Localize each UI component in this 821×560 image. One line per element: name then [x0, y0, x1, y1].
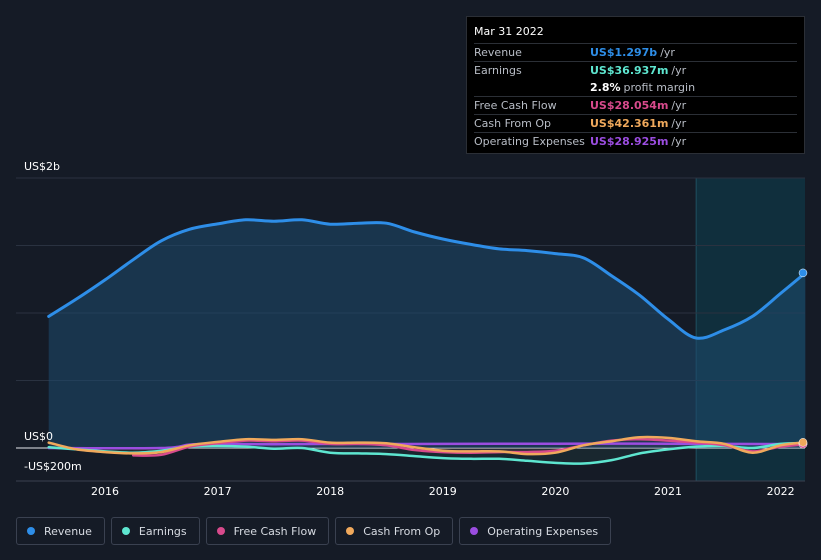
tooltip-row: Free Cash Flow US$28.054m/yr: [474, 96, 797, 114]
tooltip-row-value: US$28.925m: [590, 135, 669, 148]
legend-label: Free Cash Flow: [233, 524, 317, 538]
tooltip-row-value: US$1.297b: [590, 46, 658, 59]
x-tick-label: 2017: [204, 485, 232, 498]
legend-dot-icon: [216, 527, 225, 535]
cash-from-op-end-marker: [798, 438, 808, 447]
x-tick-label: 2019: [429, 485, 457, 498]
legend-item-free-cash-flow[interactable]: Free Cash Flow: [205, 517, 330, 545]
tooltip-row-value: US$36.937m: [590, 64, 669, 77]
revenue-area: [48, 219, 806, 448]
tooltip-row-unit: /yr: [671, 99, 687, 112]
tooltip-row-label: [474, 79, 590, 96]
tooltip-row: Earnings US$36.937m/yr: [474, 61, 797, 79]
free-cash-flow-line[interactable]: [131, 437, 807, 457]
tooltip-row-unit: /yr: [671, 135, 687, 148]
tooltip-date: Mar 31 2022: [474, 25, 544, 38]
tooltip-row: 2.8% profit margin: [474, 79, 797, 96]
legend-item-operating-expenses[interactable]: Operating Expenses: [459, 517, 612, 545]
legend-item-cash-from-op[interactable]: Cash From Op: [335, 517, 454, 545]
series-lines: [47, 218, 807, 465]
x-tick-label: 2018: [316, 485, 344, 498]
legend-dot-icon: [27, 527, 35, 535]
legend-item-revenue[interactable]: Revenue: [16, 517, 105, 545]
chart: 2016 2017 2018 2019 2020 2021 2022 US$2b US$0 …: [16, 160, 808, 498]
tooltip-row-value: US$28.054m: [590, 99, 669, 112]
y-label-top: US$2b: [24, 160, 60, 173]
tooltip-row-label: Earnings: [474, 64, 522, 77]
legend-dot-icon: [346, 527, 355, 535]
legend-label: Revenue: [44, 524, 92, 538]
legend: Revenue Earnings Free Cash Flow Cash From O…: [16, 517, 612, 545]
tooltip-row-value: US$42.361m: [590, 117, 669, 130]
y-label-zero: US$0: [24, 430, 53, 443]
data-tooltip: Mar 31 2022 Revenue US$1.297b/yr Earnings U…: [466, 16, 805, 154]
tooltip-row: Operating Expenses US$28.925m/yr: [474, 132, 797, 150]
legend-label: Cash From Op: [363, 524, 441, 538]
legend-label: Earnings: [138, 524, 187, 538]
y-label-bottom: -US$200m: [24, 460, 82, 473]
tooltip-row-unit: /yr: [660, 46, 675, 59]
tooltip-row-label: Free Cash Flow: [474, 99, 557, 112]
tooltip-row: Cash From Op US$42.361m/yr: [474, 114, 797, 132]
series-fills: [48, 219, 806, 464]
x-tick-label: 2016: [91, 485, 119, 498]
tooltip-row-unit: /yr: [671, 64, 687, 77]
x-tick-label: 2022: [767, 485, 795, 498]
revenue-end-marker: [798, 268, 808, 278]
tooltip-row-value: 2.8%: [590, 81, 621, 94]
cash-from-op-line[interactable]: [47, 435, 807, 456]
tooltip-row-unit: /yr: [671, 117, 687, 130]
tooltip-row-unit: profit margin: [623, 81, 696, 94]
legend-dot-icon: [470, 527, 479, 535]
tooltip-row: Revenue US$1.297b/yr: [474, 43, 797, 61]
x-axis-ticks: 2016 2017 2018 2019 2020 2021 2022: [91, 485, 795, 498]
revenue-line[interactable]: [47, 218, 807, 340]
legend-label: Operating Expenses: [487, 524, 599, 538]
tooltip-row-label: Cash From Op: [474, 117, 552, 130]
x-tick-label: 2021: [654, 485, 682, 498]
series-end-markers: [798, 268, 808, 449]
legend-dot-icon: [121, 527, 130, 535]
legend-item-earnings[interactable]: Earnings: [110, 517, 200, 545]
tooltip-row-label: Operating Expenses: [474, 135, 585, 148]
tooltip-row-label: Revenue: [474, 46, 522, 59]
x-tick-label: 2020: [541, 485, 569, 498]
